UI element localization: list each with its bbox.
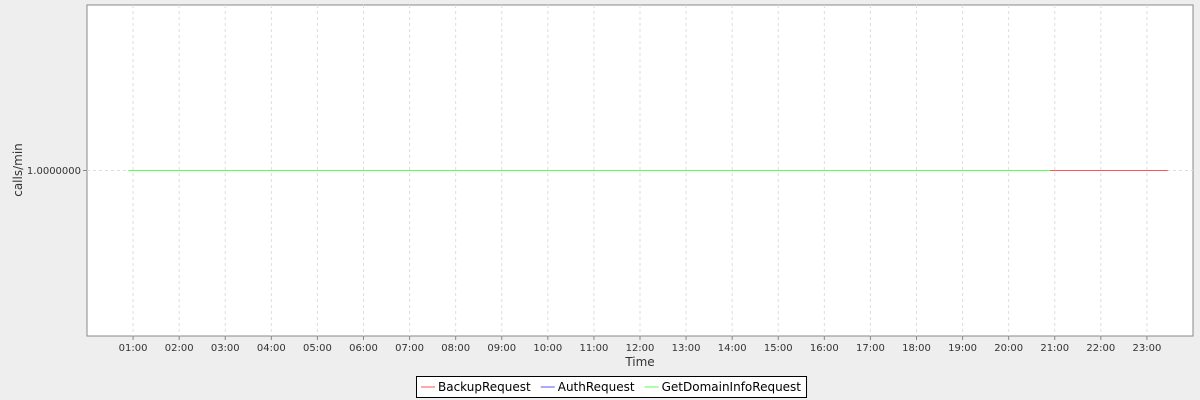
- x-tick-label: 06:00: [349, 343, 378, 354]
- x-tick-label: 07:00: [395, 343, 424, 354]
- legend-item-label: GetDomainInfoRequest: [662, 380, 802, 394]
- legend-item-label: BackupRequest: [438, 380, 531, 394]
- x-tick-label: 04:00: [257, 343, 286, 354]
- x-tick-label: 20:00: [994, 343, 1023, 354]
- legend-box: [416, 376, 808, 398]
- x-tick-label: 01:00: [119, 343, 148, 354]
- x-axis-ticks: 01:00 02:00 03:00 04:00 05:00 06:00 07:00 08:00…: [119, 336, 1162, 354]
- x-tick-label: 03:00: [211, 343, 240, 354]
- x-tick-label: 22:00: [1086, 343, 1115, 354]
- x-axis-label: Time: [624, 355, 654, 369]
- y-axis-ticks: 1.0000000: [27, 166, 87, 177]
- x-tick-label: 13:00: [672, 343, 701, 354]
- y-tick-label: 1.0000000: [27, 166, 81, 177]
- x-tick-label: 02:00: [165, 343, 194, 354]
- x-tick-label: 15:00: [764, 343, 793, 354]
- x-tick-label: 11:00: [580, 343, 609, 354]
- legend: BackupRequest AuthRequest GetDomainInfoReq…: [416, 376, 808, 398]
- x-tick-label: 17:00: [856, 343, 885, 354]
- x-tick-label: 21:00: [1040, 343, 1069, 354]
- x-tick-label: 23:00: [1133, 343, 1162, 354]
- x-tick-label: 08:00: [441, 343, 470, 354]
- x-tick-label: 14:00: [718, 343, 747, 354]
- x-tick-label: 09:00: [487, 343, 516, 354]
- y-axis-label: calls/min: [11, 143, 25, 197]
- x-tick-label: 10:00: [533, 343, 562, 354]
- x-tick-label: 18:00: [902, 343, 931, 354]
- x-tick-label: 12:00: [626, 343, 655, 354]
- legend-item-label: AuthRequest: [558, 380, 635, 394]
- x-tick-label: 05:00: [303, 343, 332, 354]
- x-tick-label: 19:00: [948, 343, 977, 354]
- x-tick-label: 16:00: [810, 343, 839, 354]
